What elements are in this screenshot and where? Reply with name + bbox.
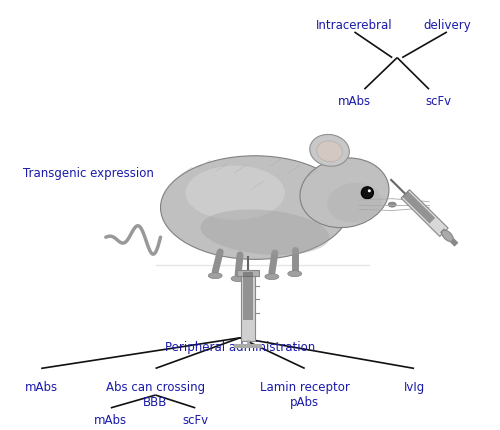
Ellipse shape <box>327 184 382 223</box>
Text: IvIg: IvIg <box>404 381 424 393</box>
Polygon shape <box>402 192 435 224</box>
Text: mAbs: mAbs <box>338 95 371 108</box>
Ellipse shape <box>316 141 342 163</box>
Ellipse shape <box>231 276 245 282</box>
Text: Lamin receptor
pAbs: Lamin receptor pAbs <box>260 381 350 408</box>
Ellipse shape <box>442 230 453 242</box>
Circle shape <box>362 187 374 199</box>
Text: scFv: scFv <box>426 95 452 108</box>
Bar <box>241 272 255 341</box>
Ellipse shape <box>265 274 279 280</box>
Text: mAbs: mAbs <box>94 413 128 426</box>
Text: Transgenic expression: Transgenic expression <box>24 167 154 180</box>
Ellipse shape <box>388 203 396 208</box>
Ellipse shape <box>288 271 302 277</box>
Ellipse shape <box>310 135 350 167</box>
Text: delivery: delivery <box>423 19 471 32</box>
Ellipse shape <box>200 210 330 255</box>
Text: Peripheral administration: Peripheral administration <box>165 340 315 353</box>
Text: Abs can crossing
BBB: Abs can crossing BBB <box>106 381 205 408</box>
Ellipse shape <box>300 159 389 228</box>
Circle shape <box>368 190 371 193</box>
Bar <box>243 272 253 320</box>
Text: scFv: scFv <box>182 413 208 426</box>
Ellipse shape <box>208 273 222 279</box>
Text: mAbs: mAbs <box>24 381 58 393</box>
Ellipse shape <box>160 157 350 260</box>
Text: Intracerebral: Intracerebral <box>316 19 392 32</box>
Polygon shape <box>401 190 448 237</box>
Bar <box>237 270 259 276</box>
Ellipse shape <box>186 166 285 221</box>
